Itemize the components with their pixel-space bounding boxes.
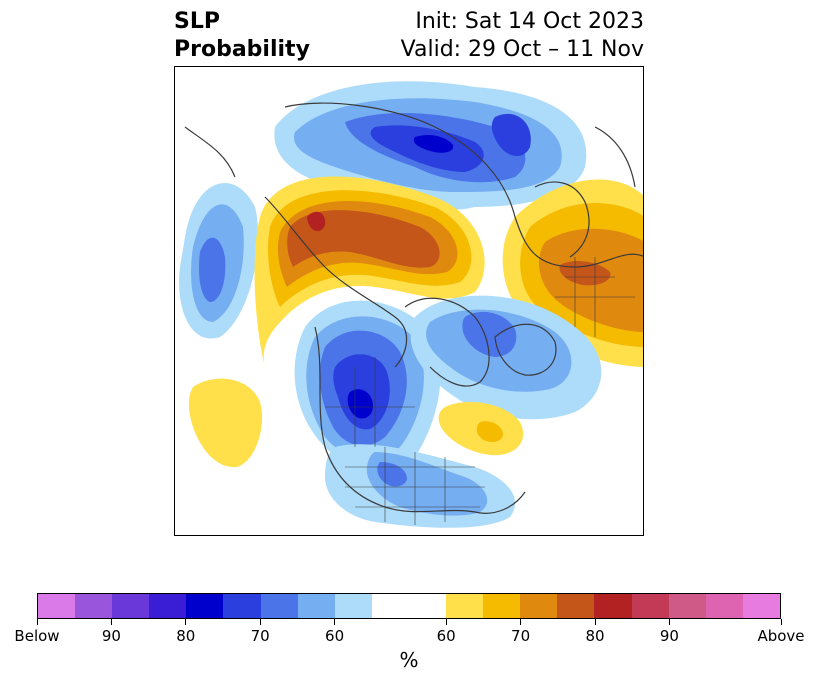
run-info: Init: Sat 14 Oct 2023 Valid: 29 Oct – 11… [401,8,644,64]
colorbar-tick [780,619,782,625]
colorbar-tick [668,619,670,625]
colorbar-tick-label: Above [757,627,805,645]
colorbar-tick-label: 90 [659,627,679,645]
coastlines [184,102,643,514]
colorbar-cell [223,594,261,618]
title-line-probability: Probability [174,37,310,62]
colorbar-tick [520,619,522,625]
us-below-area [325,444,516,528]
init-time: Init: Sat 14 Oct 2023 [415,9,644,34]
state-borders [325,257,635,525]
colorbar-cell [297,594,335,618]
north-america-below-area [294,300,441,476]
colorbar-tick-label: 80 [585,627,605,645]
colorbar-cell [483,594,521,618]
valid-period: Valid: 29 Oct – 11 Nov [400,37,644,62]
colorbar-tick-label: 80 [176,627,196,645]
colorbar-tick [185,619,187,625]
colorbar-cell [112,594,150,618]
colorbar-cell [186,594,224,618]
pacific-below-area [179,183,259,339]
colorbar-cell [260,594,298,618]
colorbar-cell [742,594,780,618]
colorbar-tick [36,619,38,625]
colorbar-cell [371,594,409,618]
title-line-slp: SLP [174,9,220,34]
probability-map [179,81,643,528]
colorbar-tick-label: 70 [511,627,531,645]
colorbar-cell [631,594,669,618]
colorbar-cell [149,594,187,618]
colorbar-tick-label: 60 [325,627,345,645]
colorbar-tick [445,619,447,625]
colorbar-tick-label: 70 [250,627,270,645]
colorbar-cell [520,594,558,618]
colorbar-tick-label: Below [14,627,60,645]
colorbar-tick-label: 90 [101,627,121,645]
colorbar-cell [668,594,706,618]
colorbar-cell [334,594,372,618]
colorbar-cell [75,594,113,618]
colorbar-tick [594,619,596,625]
colorbar-unit-label: % [399,648,419,672]
colorbar-cell [594,594,632,618]
map-panel [174,66,644,536]
colorbar-cell [38,594,76,618]
north-pacific-above-area [188,378,263,468]
europe-above-area [502,179,643,367]
colorbar-tick [259,619,261,625]
colorbar-cell [446,594,484,618]
colorbar-tick [334,619,336,625]
colorbar-cell [557,594,595,618]
colorbar-tick [110,619,112,625]
chart-title: SLP Probability [174,8,310,64]
colorbar-tick-label: 60 [436,627,456,645]
colorbar-cell [408,594,447,618]
colorbar-cell [705,594,743,618]
atlantic-above-area [438,402,524,456]
colorbar [37,593,781,619]
